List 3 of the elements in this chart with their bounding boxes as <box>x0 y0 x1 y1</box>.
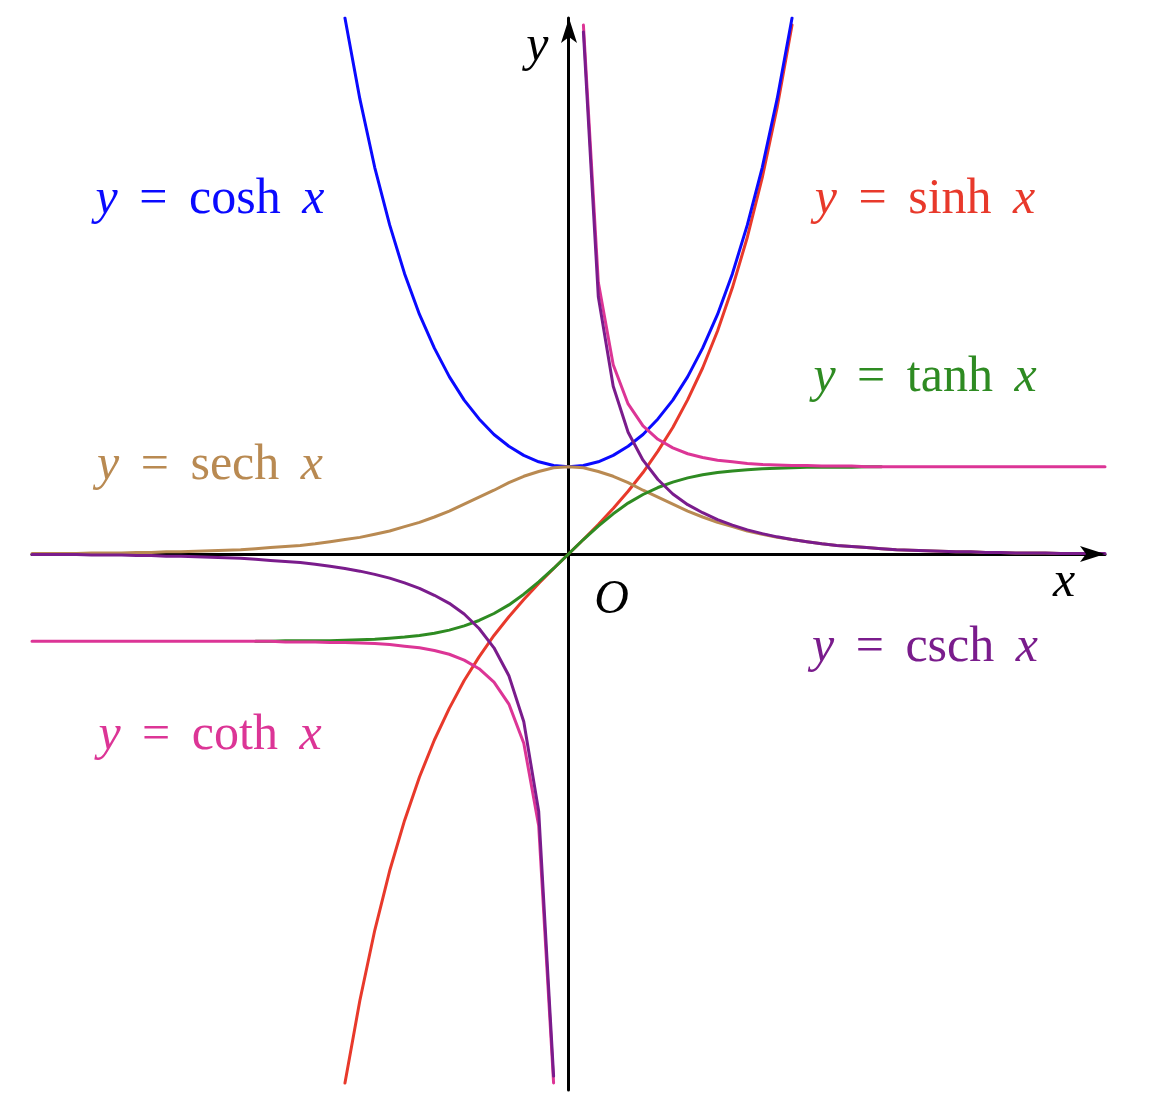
x-axis-title: x <box>1052 551 1076 607</box>
annotation: O <box>594 569 629 623</box>
y-axis-title: y <box>521 15 550 71</box>
